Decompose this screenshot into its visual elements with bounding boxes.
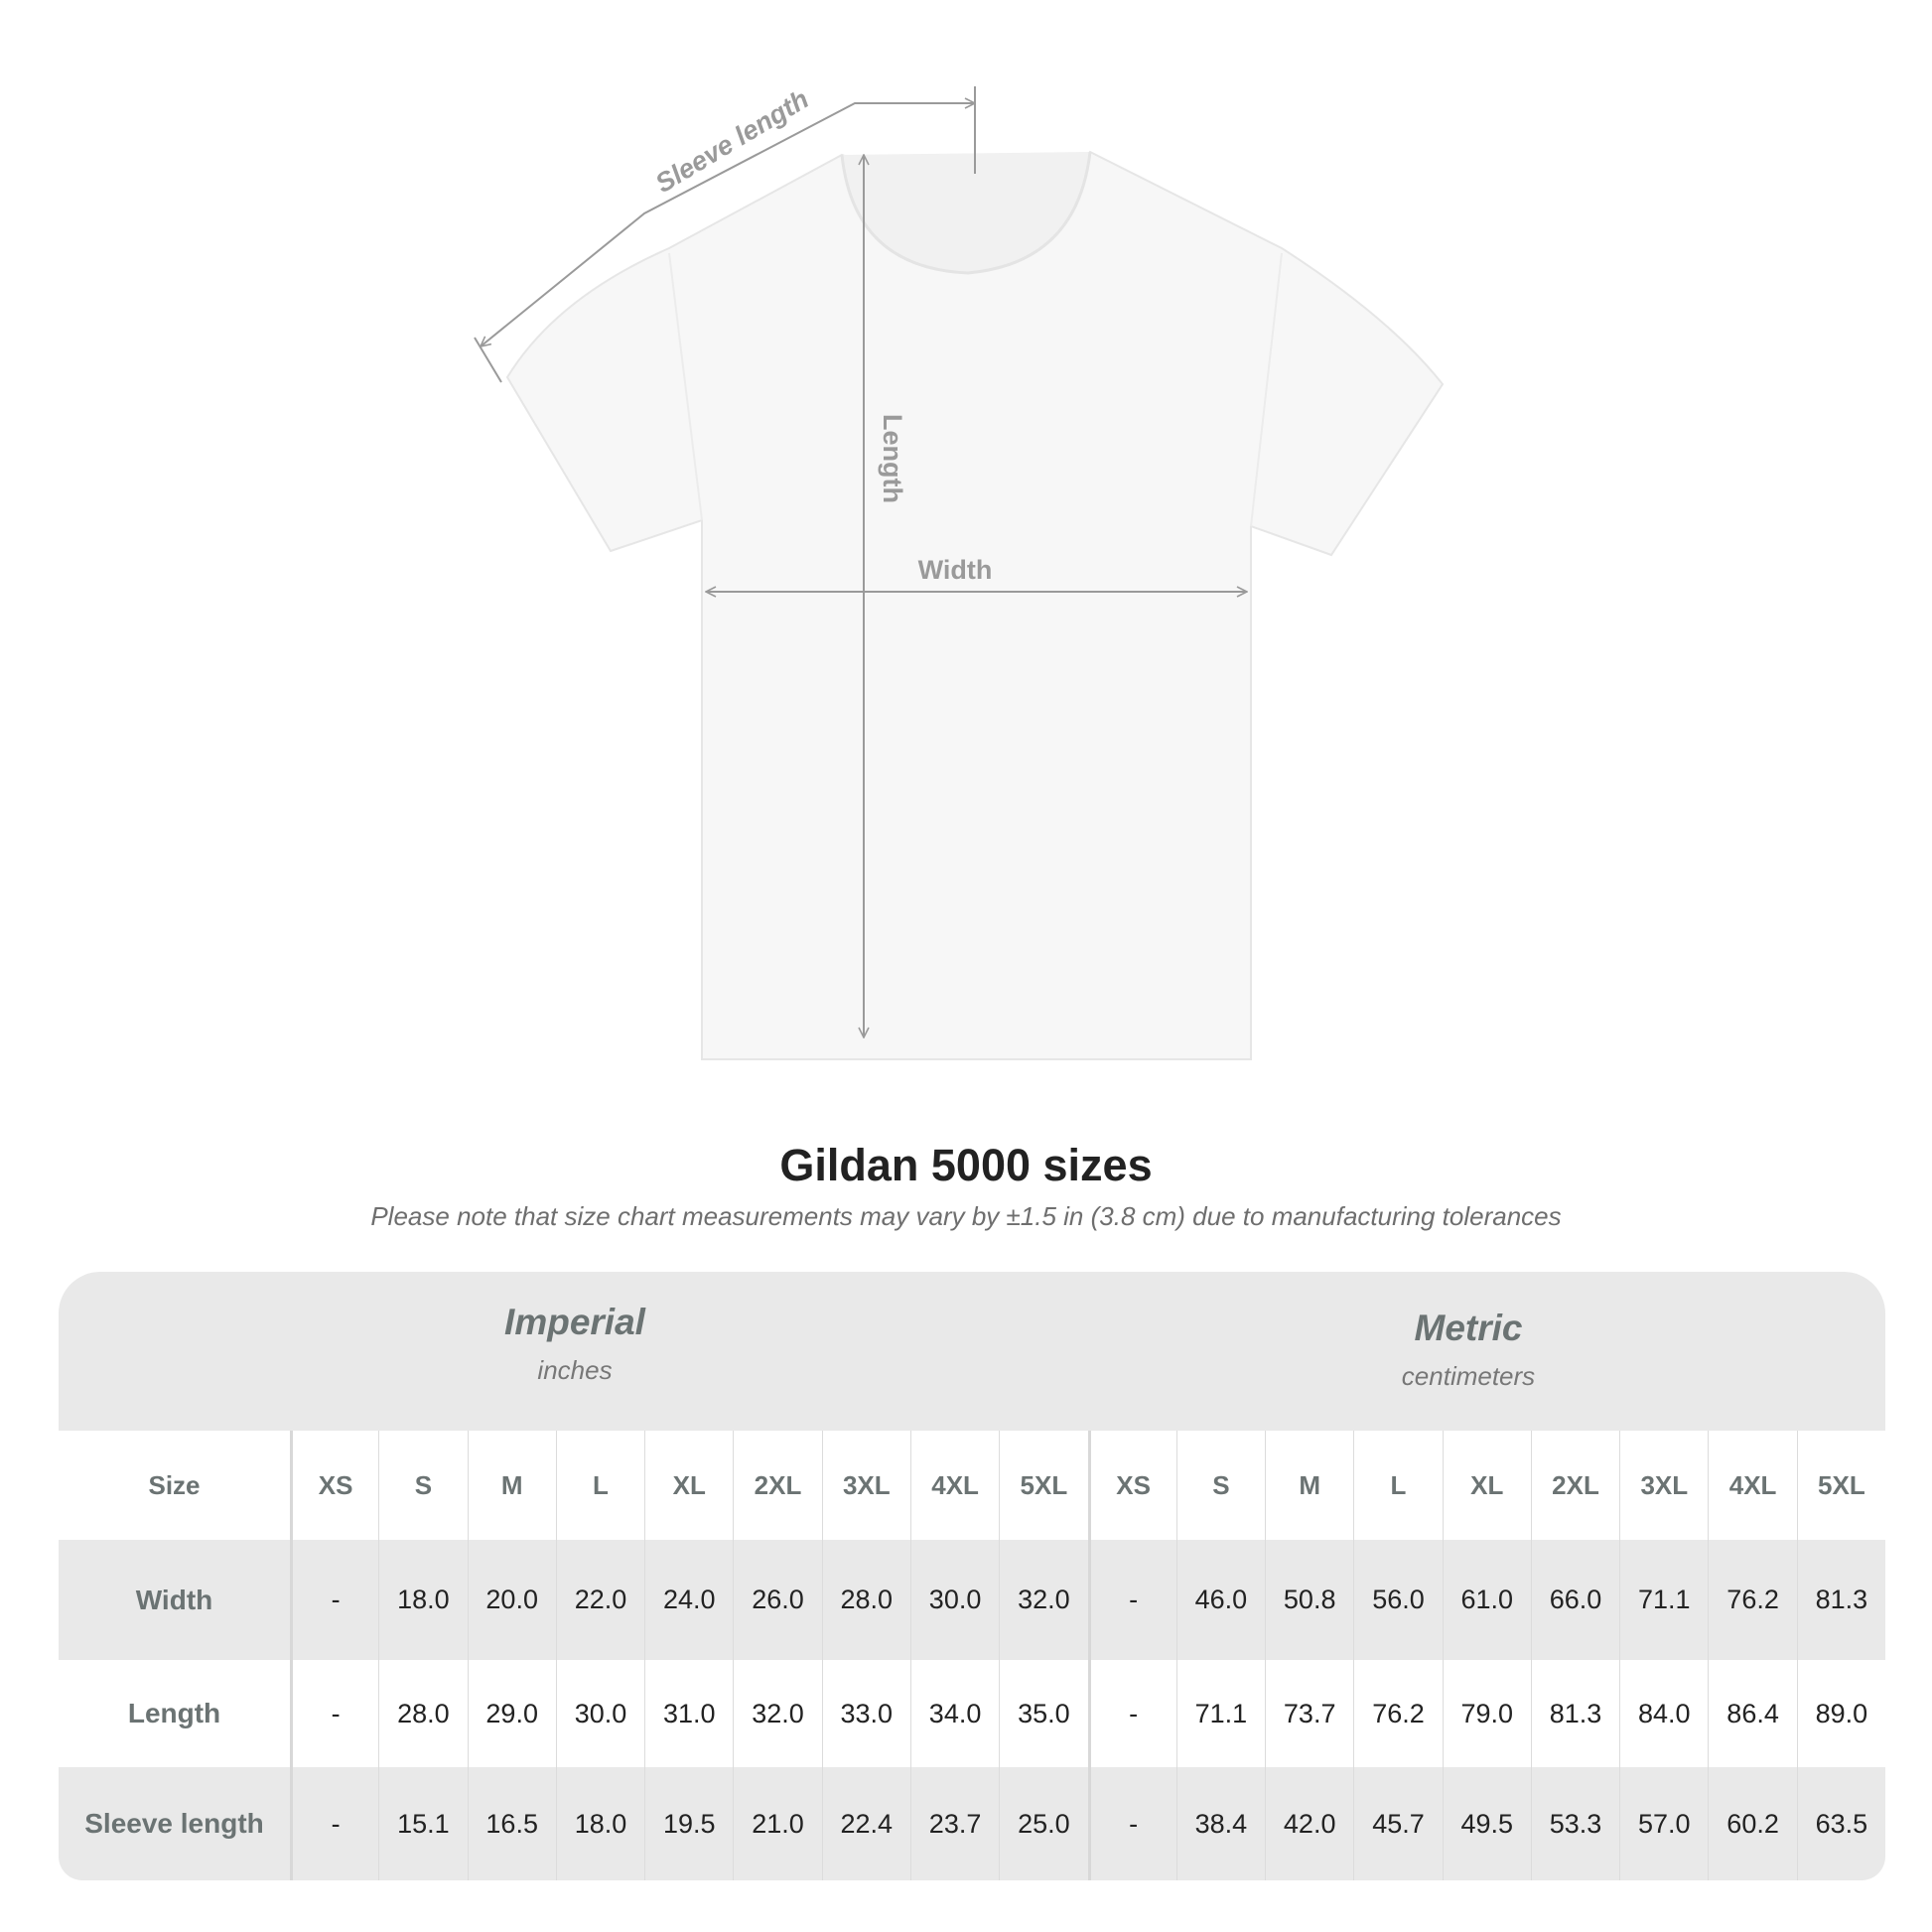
- metric-value-cell: 84.0: [1619, 1660, 1709, 1767]
- metric-value-cell: 61.0: [1442, 1540, 1531, 1660]
- metric-value-cell: -: [1087, 1660, 1176, 1767]
- imperial-value-cell: 25.0: [999, 1767, 1088, 1880]
- tshirt-shape: [505, 150, 1445, 1060]
- imperial-size-4xl: 4XL: [909, 1431, 1000, 1540]
- metric-title: Metric: [1414, 1308, 1523, 1348]
- metric-value-cell: 50.8: [1265, 1540, 1354, 1660]
- imperial-value-cell: 20.0: [467, 1540, 556, 1660]
- metric-size-s: S: [1175, 1431, 1266, 1540]
- metric-value-cell: 56.0: [1353, 1540, 1443, 1660]
- metric-value-cell: 81.3: [1530, 1660, 1620, 1767]
- imperial-size-3xl: 3XL: [821, 1431, 910, 1540]
- metric-size-2xl: 2XL: [1530, 1431, 1620, 1540]
- imperial-value-cell: 28.0: [821, 1540, 910, 1660]
- imperial-size-xs: XS: [290, 1431, 379, 1540]
- imperial-value-cell: 26.0: [733, 1540, 822, 1660]
- imperial-value-cell: 28.0: [378, 1660, 468, 1767]
- imperial-value-cell: 33.0: [821, 1660, 910, 1767]
- width-label: Width: [918, 555, 993, 585]
- imperial-value-cell: 19.5: [644, 1767, 734, 1880]
- imperial-value-cell: 32.0: [733, 1660, 822, 1767]
- metric-value-cell: 71.1: [1619, 1540, 1709, 1660]
- metric-value-cell: 71.1: [1175, 1660, 1266, 1767]
- metric-value-cell: 89.0: [1796, 1660, 1885, 1767]
- sleeve-length-label: Sleeve length: [650, 84, 814, 199]
- metric-value-cell: 79.0: [1442, 1660, 1531, 1767]
- imperial-value-cell: -: [290, 1660, 379, 1767]
- metric-value-cell: 66.0: [1530, 1540, 1620, 1660]
- metric-value-cell: 38.4: [1175, 1767, 1266, 1880]
- imperial-size-l: L: [555, 1431, 645, 1540]
- imperial-value-cell: 21.0: [733, 1767, 822, 1880]
- imperial-value-cell: 31.0: [644, 1660, 734, 1767]
- metric-size-l: L: [1353, 1431, 1443, 1540]
- imperial-size-xl: XL: [644, 1431, 734, 1540]
- imperial-value-cell: 23.7: [909, 1767, 1000, 1880]
- metric-size-xl: XL: [1442, 1431, 1531, 1540]
- imperial-value-cell: 35.0: [999, 1660, 1088, 1767]
- imperial-size-s: S: [378, 1431, 468, 1540]
- page-title: Gildan 5000 sizes: [779, 1140, 1153, 1190]
- row-label: Length: [59, 1660, 290, 1767]
- imperial-value-cell: -: [290, 1540, 379, 1660]
- imperial-value-cell: 29.0: [467, 1660, 556, 1767]
- metric-value-cell: 63.5: [1796, 1767, 1885, 1880]
- metric-value-cell: 53.3: [1530, 1767, 1620, 1880]
- imperial-value-cell: 22.0: [555, 1540, 645, 1660]
- metric-size-5xl: 5XL: [1796, 1431, 1885, 1540]
- metric-value-cell: 86.4: [1708, 1660, 1797, 1767]
- size-label: Size: [59, 1431, 290, 1540]
- metric-value-cell: 57.0: [1619, 1767, 1709, 1880]
- metric-value-cell: 45.7: [1353, 1767, 1443, 1880]
- imperial-value-cell: 16.5: [467, 1767, 556, 1880]
- metric-header: Metric centimeters: [1180, 1308, 1756, 1392]
- metric-unit: centimeters: [1401, 1361, 1536, 1391]
- metric-value-cell: 81.3: [1796, 1540, 1885, 1660]
- metric-value-cell: 76.2: [1353, 1660, 1443, 1767]
- length-label: Length: [878, 414, 907, 503]
- table-header-band: [59, 1272, 1885, 1431]
- metric-size-4xl: 4XL: [1708, 1431, 1797, 1540]
- metric-value-cell: 73.7: [1265, 1660, 1354, 1767]
- sleeve-length-arrow: [474, 86, 976, 383]
- metric-value-cell: 49.5: [1442, 1767, 1531, 1880]
- imperial-value-cell: 32.0: [999, 1540, 1088, 1660]
- metric-value-cell: -: [1087, 1540, 1176, 1660]
- imperial-value-cell: 15.1: [378, 1767, 468, 1880]
- tshirt-diagram: Sleeve length Length Width: [474, 84, 1445, 1060]
- imperial-value-cell: 18.0: [378, 1540, 468, 1660]
- metric-value-cell: 46.0: [1175, 1540, 1266, 1660]
- imperial-unit: inches: [537, 1355, 613, 1385]
- imperial-size-5xl: 5XL: [999, 1431, 1088, 1540]
- imperial-size-m: M: [467, 1431, 556, 1540]
- shoulder-seam-right: [1250, 252, 1283, 527]
- metric-value-cell: 42.0: [1265, 1767, 1354, 1880]
- imperial-value-cell: 30.0: [555, 1660, 645, 1767]
- tolerance-note: Please note that size chart measurements…: [370, 1201, 1562, 1231]
- imperial-size-2xl: 2XL: [733, 1431, 822, 1540]
- row-label: Sleeve length: [59, 1767, 290, 1880]
- metric-value-cell: -: [1087, 1767, 1176, 1880]
- metric-value-cell: 60.2: [1708, 1767, 1797, 1880]
- imperial-value-cell: -: [290, 1767, 379, 1880]
- size-table: Imperial inches Metric centimeters Size X…: [59, 1272, 1885, 1880]
- imperial-header: Imperial inches: [287, 1302, 863, 1386]
- row-label: Width: [59, 1540, 290, 1660]
- imperial-value-cell: 34.0: [909, 1660, 1000, 1767]
- metric-size-m: M: [1265, 1431, 1354, 1540]
- imperial-title: Imperial: [504, 1302, 645, 1342]
- size-grid: Size XS S M L XL 2XL 3XL 4XL 5XL XS S M L XL 2XL 3XL 4XL 5…: [59, 1431, 1885, 1880]
- metric-size-3xl: 3XL: [1619, 1431, 1709, 1540]
- imperial-value-cell: 30.0: [909, 1540, 1000, 1660]
- imperial-value-cell: 24.0: [644, 1540, 734, 1660]
- metric-size-xs: XS: [1087, 1431, 1176, 1540]
- imperial-value-cell: 18.0: [555, 1767, 645, 1880]
- metric-value-cell: 76.2: [1708, 1540, 1797, 1660]
- imperial-value-cell: 22.4: [821, 1767, 910, 1880]
